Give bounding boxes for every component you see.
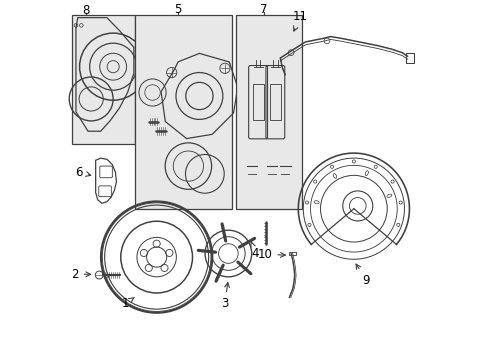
Text: 5: 5 xyxy=(174,3,182,16)
Text: 7: 7 xyxy=(260,3,267,16)
Bar xyxy=(235,15,301,209)
Bar xyxy=(289,252,295,255)
Text: 4: 4 xyxy=(250,242,259,260)
Text: 2: 2 xyxy=(71,268,90,281)
Text: 8: 8 xyxy=(82,4,89,17)
Bar xyxy=(269,84,280,120)
Bar xyxy=(405,53,413,63)
Text: 6: 6 xyxy=(76,166,91,179)
Bar xyxy=(252,84,263,120)
Text: 10: 10 xyxy=(257,248,285,261)
Text: 1: 1 xyxy=(122,297,134,310)
Text: 9: 9 xyxy=(355,264,369,287)
Text: 3: 3 xyxy=(221,283,229,310)
Bar xyxy=(72,15,135,144)
Bar xyxy=(135,15,231,209)
Text: 11: 11 xyxy=(292,10,307,31)
